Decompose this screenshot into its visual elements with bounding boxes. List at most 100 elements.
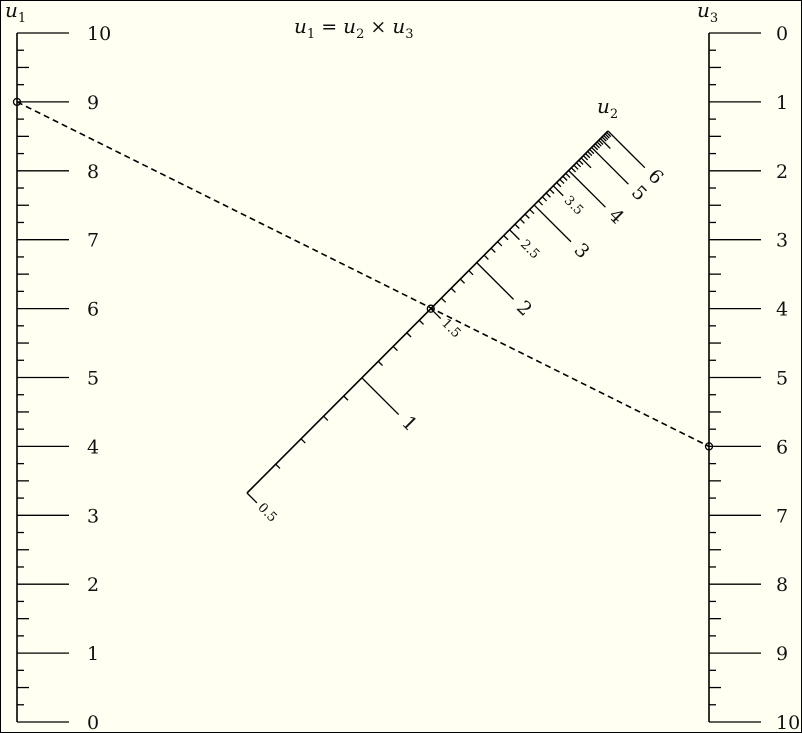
u2-tick xyxy=(300,438,306,444)
u2-minor-label: 0.5 xyxy=(254,500,279,525)
isopleth-point-u2 xyxy=(426,304,435,313)
u2-minor-label: 2.5 xyxy=(517,237,542,262)
u1-tick-label: 1 xyxy=(87,643,99,665)
u2-tick xyxy=(537,200,544,206)
u2-major-label: 3 xyxy=(570,239,594,263)
u2-tick xyxy=(497,241,503,247)
u2-tick xyxy=(503,235,509,241)
u1-tick-label: 3 xyxy=(87,505,99,527)
u2-tick xyxy=(570,167,577,173)
u3-tick-label: 4 xyxy=(776,299,788,321)
u1-tick-label: 8 xyxy=(87,161,99,183)
u1-tick-label: 10 xyxy=(87,23,111,45)
u2-tick xyxy=(582,155,589,161)
u3-tick-label: 3 xyxy=(776,230,788,252)
u3-tick-label: 2 xyxy=(776,161,788,183)
u2-major-label: 4 xyxy=(604,204,628,228)
u2-minor-label: 1.5 xyxy=(438,316,463,341)
u2-tick xyxy=(603,134,609,141)
u2-tick xyxy=(599,138,611,149)
u1-axis-label: u1 xyxy=(5,1,26,26)
u2-tick xyxy=(377,360,383,367)
u1-tick-label: 2 xyxy=(87,574,99,596)
u2-major-label: 1 xyxy=(397,412,421,436)
u2-tick xyxy=(607,130,646,169)
u2-tick xyxy=(552,185,564,197)
u2-tick xyxy=(529,209,535,215)
u2-tick xyxy=(509,229,520,241)
u2-tick xyxy=(565,172,571,179)
u2-tick xyxy=(585,153,591,159)
u1-tick-label: 0 xyxy=(87,712,99,733)
u3-tick-label: 0 xyxy=(776,23,788,45)
u2-tick xyxy=(541,196,548,202)
u2-tick xyxy=(323,415,329,421)
u3-tick-label: 10 xyxy=(776,712,800,733)
u3-tick-label: 6 xyxy=(776,436,788,458)
u2-tick xyxy=(606,131,612,138)
u2-tick xyxy=(559,178,565,185)
u2-tick xyxy=(533,204,572,243)
u2-tick xyxy=(601,136,607,142)
u1-tick-label: 5 xyxy=(87,368,99,390)
u3-tick-label: 5 xyxy=(776,368,788,390)
u3-scale: 0 1 2 3 4 5 6 7 8 9 10 xyxy=(708,23,800,733)
u2-major-label: 5 xyxy=(627,181,651,205)
u1-tick-label: 4 xyxy=(87,436,99,458)
u2-tick xyxy=(562,175,568,181)
u2-tick xyxy=(545,192,551,198)
u2-tick xyxy=(593,145,599,151)
u2-tick xyxy=(246,492,258,504)
u2-tick xyxy=(578,159,584,165)
u2-major-label: 2 xyxy=(512,297,536,321)
u2-tick xyxy=(514,223,520,229)
u2-tick xyxy=(275,463,281,469)
u2-tick xyxy=(406,332,412,338)
u2-tick xyxy=(594,143,601,149)
u2-tick xyxy=(524,213,530,219)
u2-axis-label: u2 xyxy=(597,94,618,122)
u2-tick xyxy=(418,319,425,325)
u3-tick-label: 8 xyxy=(776,574,788,596)
u2-tick xyxy=(361,377,400,415)
u2-tick xyxy=(604,133,610,139)
isopleth-point-u3 xyxy=(704,442,714,451)
u1-tick-label: 9 xyxy=(87,92,99,114)
u2-tick xyxy=(591,146,629,185)
u3-tick-label: 1 xyxy=(776,92,788,114)
u2-tick xyxy=(519,218,525,224)
u1-tick-label: 6 xyxy=(87,299,99,321)
u2-tick xyxy=(392,345,398,352)
u2-minor-label: 3.5 xyxy=(561,193,586,218)
u1-scale: 0 1 2 3 4 5 6 7 8 9 10 xyxy=(16,23,111,733)
u2-tick xyxy=(580,157,592,169)
u2-tick xyxy=(450,287,456,293)
title-formula: u1 = u2 × u3 xyxy=(294,14,414,42)
u2-tick xyxy=(568,170,606,208)
u3-tick-label: 7 xyxy=(776,505,788,527)
u2-tick xyxy=(589,148,595,155)
u2-tick xyxy=(573,164,579,170)
u2-tick xyxy=(587,150,593,157)
u2-tick xyxy=(490,247,496,253)
isopleth xyxy=(12,97,714,451)
u2-tick xyxy=(598,139,604,145)
u2-tick xyxy=(483,254,489,260)
u2-tick xyxy=(440,297,447,303)
u1-tick-label: 7 xyxy=(87,230,99,252)
u2-tick xyxy=(468,270,474,276)
u2-tick xyxy=(556,182,562,188)
u2-tick xyxy=(549,188,555,195)
u2-tick xyxy=(596,141,602,147)
u2-tick xyxy=(343,395,349,401)
u2-tick xyxy=(476,262,515,300)
u2-tick xyxy=(459,278,466,284)
u2-tick xyxy=(430,308,442,320)
isopleth-line xyxy=(16,101,710,448)
u3-tick-label: 9 xyxy=(776,643,788,665)
u3-axis-label: u3 xyxy=(697,1,718,26)
isopleth-point-u1 xyxy=(12,97,22,107)
